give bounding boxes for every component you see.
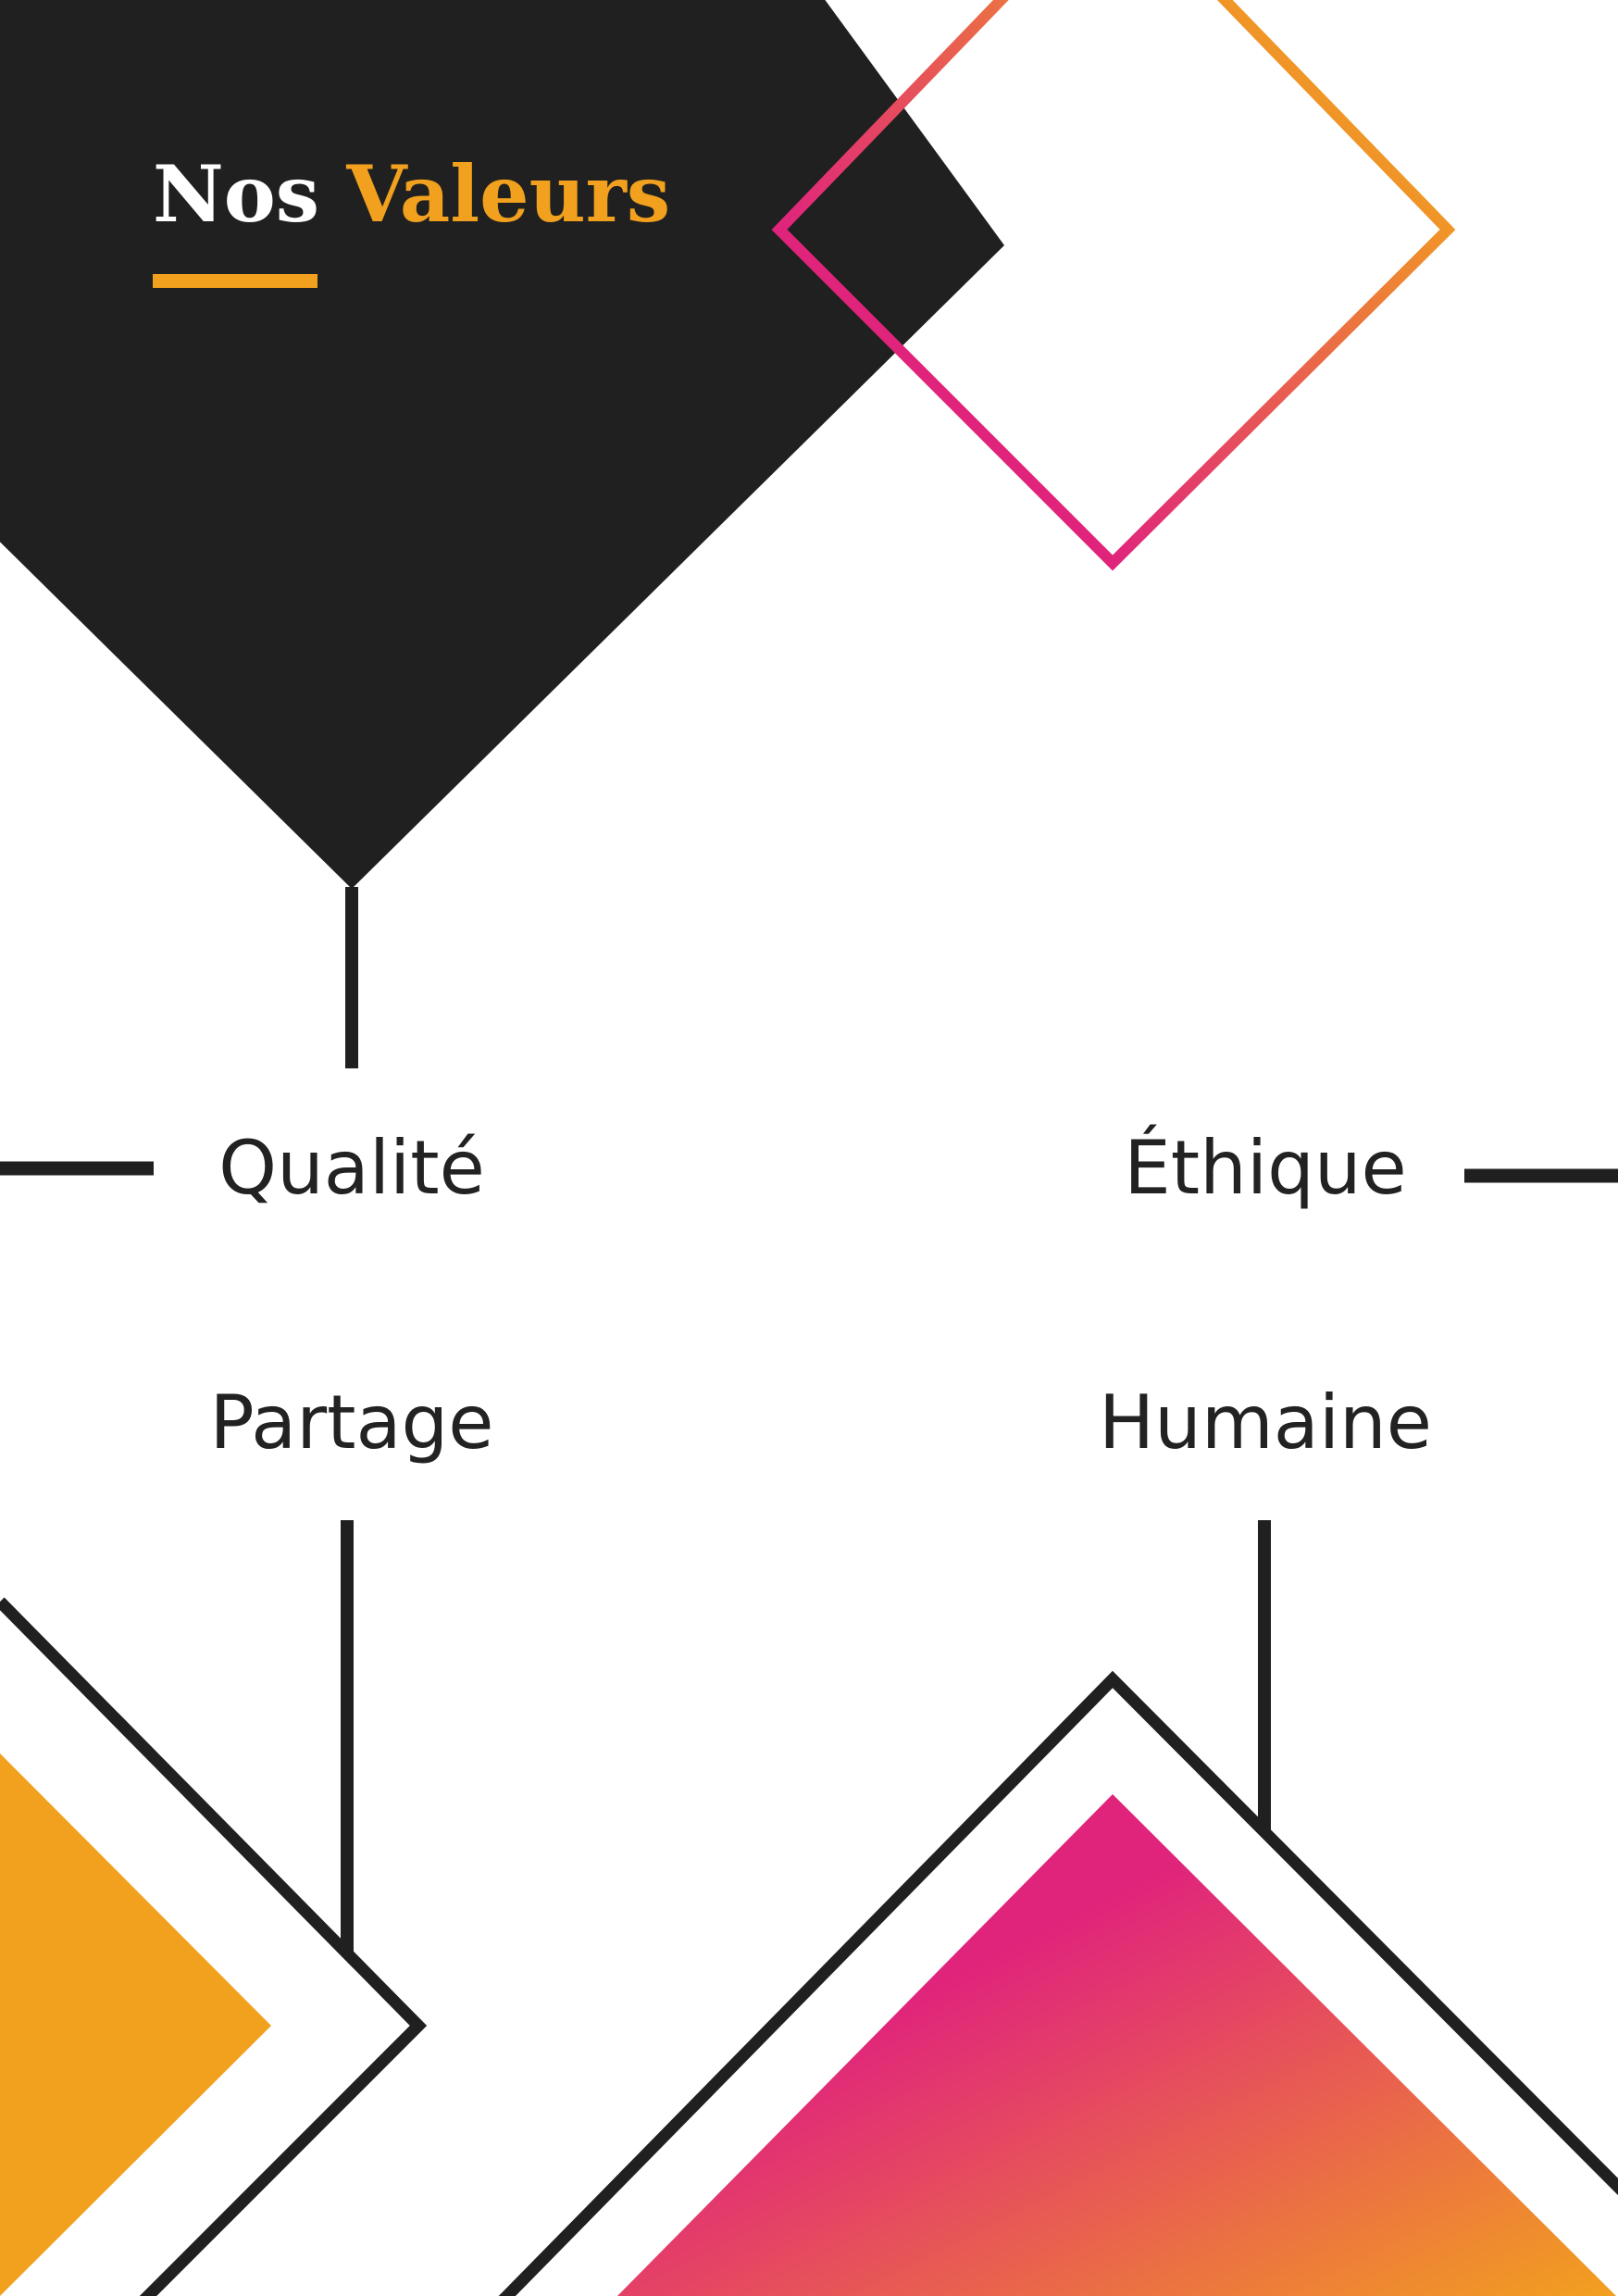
title-underline bbox=[153, 274, 317, 288]
title-word-1: Nos bbox=[153, 148, 320, 240]
gradient-outline-diamond bbox=[771, 0, 1456, 571]
page-title: Nos Valeurs bbox=[153, 156, 670, 233]
title-word-2: Valeurs bbox=[346, 148, 671, 240]
black-diamond bbox=[0, 0, 1004, 889]
gradient-diamond bbox=[616, 1794, 1616, 2296]
value-humaine: Humaine bbox=[1099, 1379, 1432, 1466]
black-outline-left bbox=[0, 1597, 428, 2296]
black-outline-right bbox=[498, 1670, 1618, 2296]
orange-diamond bbox=[0, 1753, 271, 2296]
value-qualite: Qualité bbox=[218, 1125, 485, 1211]
value-partage: Partage bbox=[209, 1379, 494, 1466]
value-ethique: Éthique bbox=[1124, 1125, 1407, 1211]
